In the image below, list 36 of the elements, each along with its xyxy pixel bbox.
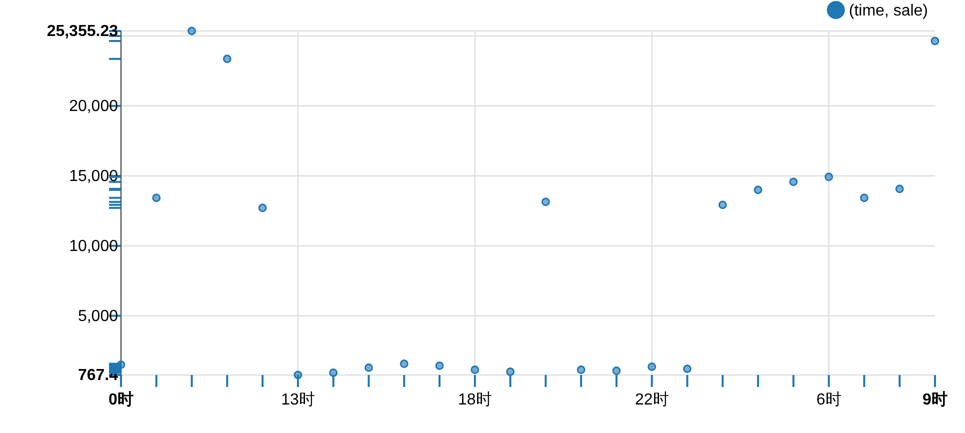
- y-tick-label: 5,000: [78, 308, 118, 325]
- x-tick-label: 13时: [281, 390, 315, 408]
- point: [824, 172, 834, 182]
- point: [400, 360, 408, 368]
- point: [506, 368, 515, 376]
- point: [222, 54, 232, 64]
- x-tick-label: 9时: [922, 390, 948, 408]
- point: [576, 366, 586, 374]
- point: [258, 204, 267, 212]
- point: [329, 368, 338, 377]
- point: [188, 26, 196, 36]
- point: [648, 362, 656, 371]
- point: [683, 364, 692, 374]
- point: [612, 366, 621, 375]
- y-tick-label: 10,000: [69, 238, 118, 255]
- point: [470, 366, 480, 374]
- point: [364, 363, 373, 372]
- x-tick-label: 0时: [108, 390, 134, 408]
- x-tick-label: 22时: [634, 390, 669, 408]
- y-tick-label: 25,355.23: [46, 23, 118, 40]
- point: [435, 362, 444, 370]
- point: [860, 194, 868, 202]
- x-tick-label: 18时: [458, 390, 492, 408]
- y-tick-label: 15,000: [69, 168, 118, 185]
- point: [718, 200, 727, 210]
- point: [754, 186, 762, 194]
- point: [152, 194, 161, 202]
- legend-label: (time, sale): [848, 2, 928, 20]
- point: [789, 178, 798, 186]
- point: [930, 36, 940, 46]
- point: [294, 370, 302, 380]
- point: [895, 184, 904, 194]
- point: [116, 360, 126, 369]
- x-tick-label: 6时: [816, 390, 842, 408]
- y-tick-label: 20,000: [69, 98, 118, 116]
- point: [541, 198, 550, 206]
